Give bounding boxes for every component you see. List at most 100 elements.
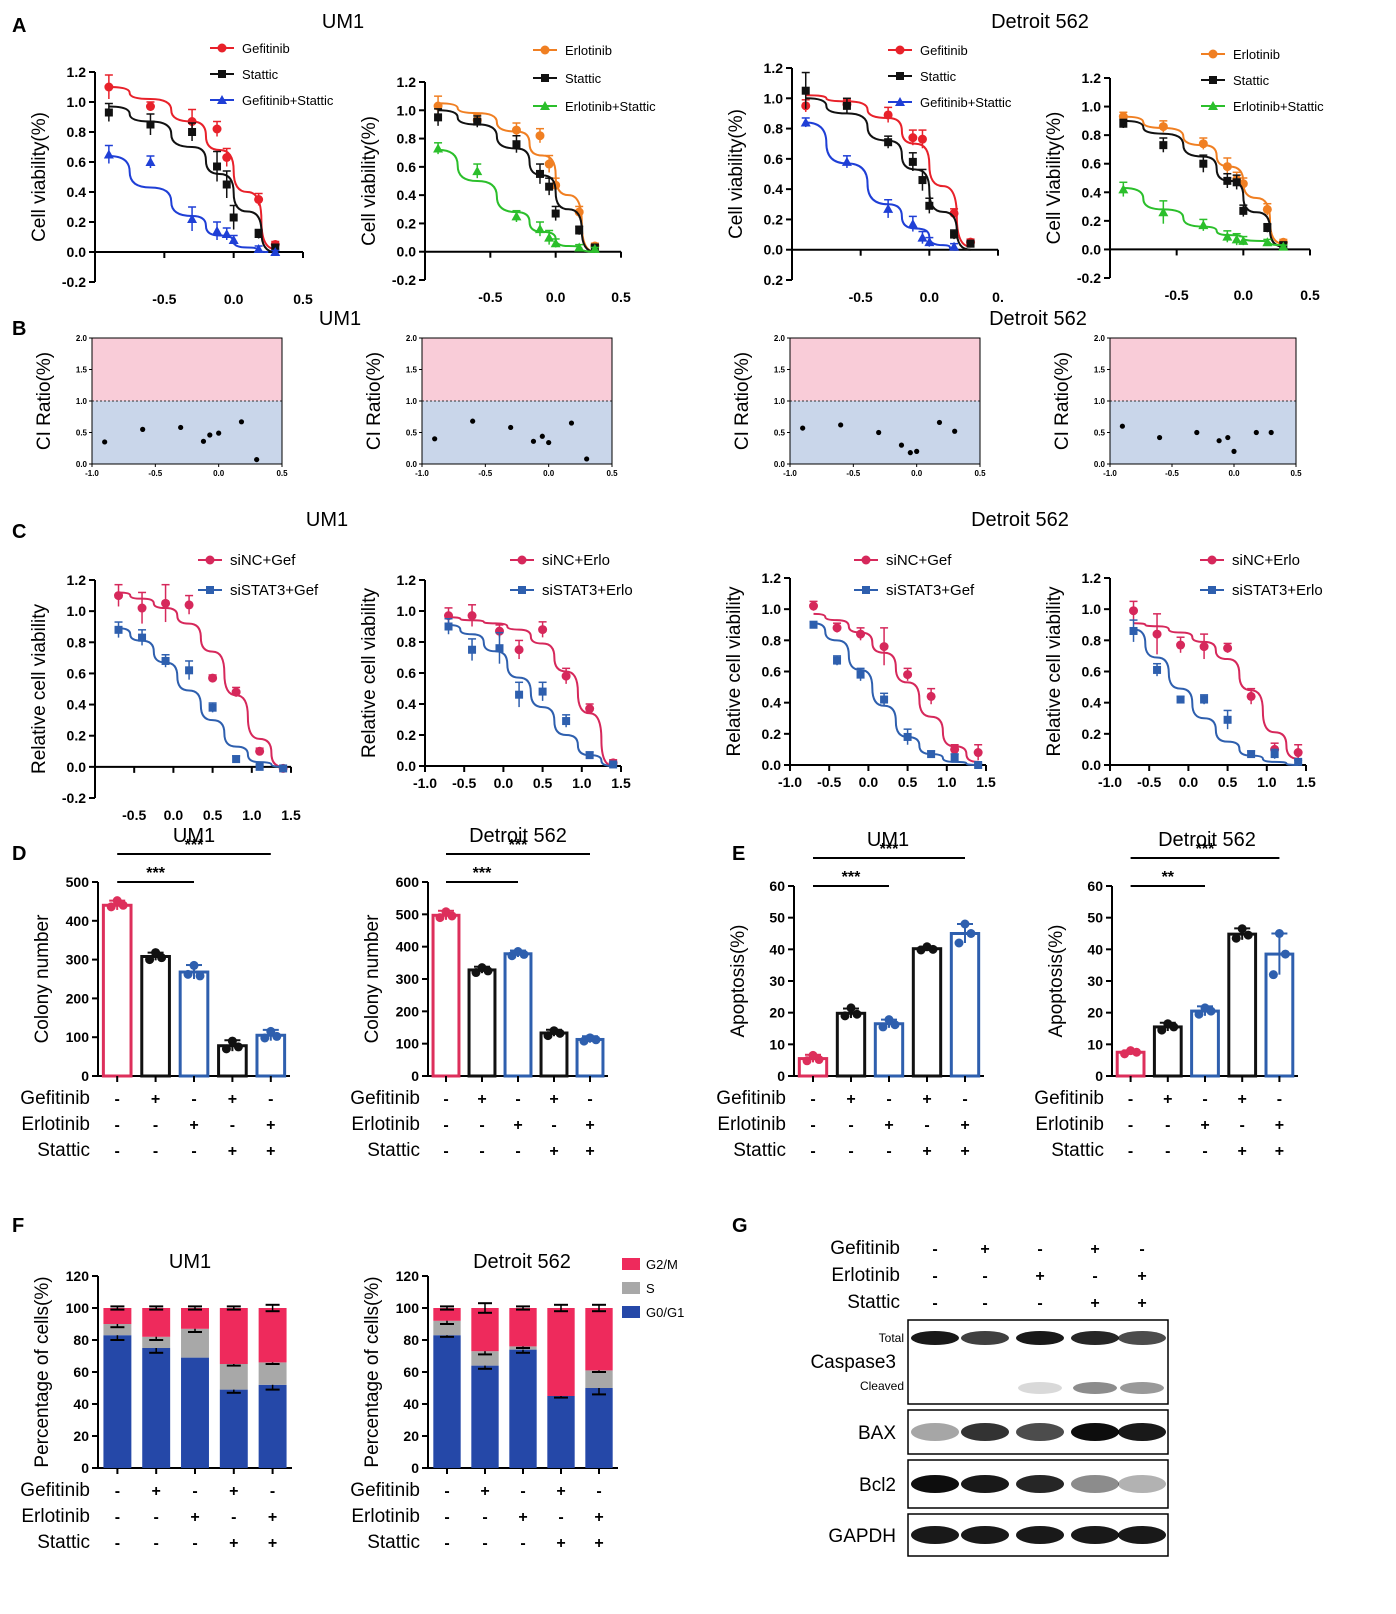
bar-segment-g2m (509, 1308, 537, 1347)
data-point (1222, 231, 1233, 241)
treatment-row-label: Gefitinib (350, 1088, 420, 1109)
y-tick-label: 60 (403, 1364, 419, 1380)
replicate-point (471, 968, 481, 978)
y-tick-label: 0.2 (764, 211, 784, 227)
fit-curve (1123, 187, 1284, 247)
bar (217, 1036, 248, 1078)
bar (1115, 1046, 1146, 1078)
bar-rect (140, 954, 171, 1078)
y-tick-label: 30 (769, 973, 785, 989)
y-axis-label: Relative cell viability (1044, 586, 1065, 757)
bar (1264, 929, 1295, 1078)
y-tick-label: 40 (73, 1396, 89, 1412)
x-tick-label: -0.5 (1165, 469, 1179, 478)
x-tick-label: 1.0 (572, 775, 592, 791)
y-tick-label: 0.0 (1082, 757, 1102, 773)
x-tick-label: -1.0 (1098, 774, 1122, 790)
treatment-mark: + (960, 1143, 969, 1160)
data-point (925, 201, 934, 210)
y-tick-label: 100 (396, 1300, 420, 1316)
y-tick-label: 0.4 (1082, 695, 1102, 711)
treatment-mark: + (922, 1091, 931, 1108)
y-tick-label: 1.2 (67, 64, 87, 80)
data-point (589, 243, 600, 253)
band (961, 1423, 1009, 1441)
data-point (927, 750, 936, 759)
treatment-mark: + (190, 1509, 199, 1526)
y-tick-label: -0.2 (62, 790, 86, 806)
chart-title: UM1 (867, 829, 909, 851)
chart-title: UM1 (173, 825, 215, 847)
panel-label-g: G (732, 1215, 748, 1237)
y-tick-label: 60 (769, 878, 785, 894)
treatment-mark: + (594, 1535, 603, 1552)
replicate-point (890, 1020, 900, 1030)
ci-point (1225, 434, 1231, 441)
data-point (575, 226, 584, 235)
band (1071, 1331, 1119, 1345)
treatment-row-label: Stattic (367, 1532, 420, 1553)
x-tick-label: -1.0 (415, 469, 429, 478)
replicate-point (519, 949, 529, 959)
y-tick-label: 0.0 (397, 758, 417, 774)
x-tick-label: 0.0 (920, 289, 940, 305)
treatment-mark: - (886, 1143, 891, 1160)
ci-point (838, 422, 844, 428)
ci-point (1216, 438, 1222, 444)
x-tick-label: 1.5 (976, 774, 996, 790)
treatment-mark: + (556, 1535, 565, 1552)
bar-rect (1227, 932, 1258, 1078)
treatment-mark: + (228, 1143, 237, 1160)
significance-label: *** (1196, 841, 1215, 858)
fit-curve (1133, 628, 1299, 767)
chart-e2: Detroit 5626050403020100Apoptosis(%)****… (1034, 829, 1298, 1161)
data-point (809, 620, 818, 629)
data-point (538, 687, 547, 696)
y-tick-label: 1.0 (1094, 397, 1106, 406)
x-tick-label: -0.5 (1165, 287, 1189, 303)
data-point (917, 134, 927, 144)
treatment-mark: - (1240, 1117, 1245, 1134)
data-point (574, 242, 585, 252)
data-point (1270, 750, 1279, 759)
stacked-bar (547, 1303, 575, 1468)
chart-title: UM1 (322, 11, 364, 33)
y-tick-label: 0.4 (764, 181, 784, 197)
data-point (883, 110, 893, 120)
treatment-mark: - (1128, 1091, 1133, 1108)
bar-rect (539, 1031, 569, 1078)
chart-title: Detroit 562 (991, 11, 1089, 33)
antagonism-region (790, 338, 980, 401)
blot-gapdh: GAPDH (828, 1513, 1169, 1557)
y-tick-label: 0.2 (67, 214, 87, 230)
bar (539, 1026, 569, 1078)
significance-label: *** (185, 837, 204, 854)
treatment-mark: - (810, 1091, 815, 1108)
y-tick-label: 1.0 (76, 397, 88, 406)
ci-point (178, 424, 184, 431)
data-point (1158, 122, 1168, 132)
fit-curve (813, 622, 979, 767)
y-tick-label: 120 (396, 1268, 420, 1284)
ci-point (102, 439, 108, 445)
blot-mark: - (932, 1295, 937, 1312)
bar-rect (255, 1033, 287, 1078)
ci-point (1157, 434, 1163, 441)
replicate-point (928, 944, 938, 954)
band (1118, 1423, 1166, 1441)
data-point (208, 673, 218, 683)
data-point (535, 131, 545, 141)
bar-segment-g2m (471, 1308, 499, 1352)
y-tick-label: 0.2 (1082, 213, 1102, 229)
y-tick-label: 1.5 (406, 366, 418, 375)
legend-marker (541, 74, 549, 82)
panel-label-d: D (12, 843, 26, 865)
data-point (208, 703, 217, 712)
y-tick-label: 0.2 (762, 726, 782, 742)
x-tick-label: 0.0 (494, 775, 514, 791)
treatment-mark: - (1128, 1117, 1133, 1134)
bar-segment-g0g1 (547, 1396, 575, 1468)
data-point (1247, 750, 1256, 759)
treatment-mark: - (479, 1117, 484, 1134)
